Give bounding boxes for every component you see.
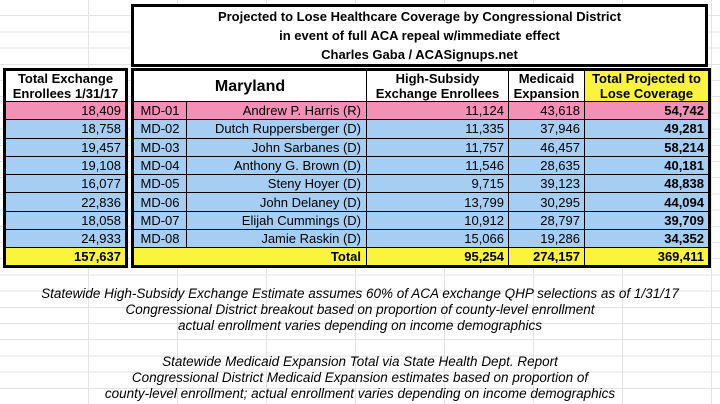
district-cell: MD-07 — [132, 210, 187, 231]
high-subsidy-cell: 15,066 — [366, 229, 509, 249]
total-grand-cell: 369,411 — [584, 247, 710, 267]
total-high-subsidy-cell: 95,254 — [366, 247, 509, 267]
table-total-row: Total 95,254 274,157 369,411 — [132, 247, 710, 267]
footnote-line: Statewide High-Subsidy Exchange Estimate… — [41, 286, 679, 301]
medicaid-cell: 46,457 — [508, 137, 585, 157]
coverage-loss-table: Maryland High-Subsidy Exchange Enrollees… — [131, 68, 711, 268]
medicaid-cell: 39,123 — [508, 174, 585, 194]
total-projected-header: Total Projected to Lose Coverage — [584, 69, 710, 102]
district-cell: MD-04 — [132, 155, 187, 176]
medicaid-footnote: Statewide Medicaid Expansion Total via S… — [0, 354, 720, 401]
title-line-2: in event of full ACA repeal w/immediate … — [279, 28, 560, 43]
representative-cell: Jamie Raskin (D) — [186, 229, 367, 249]
exchange-enrollees-cell: 19,457 — [4, 137, 127, 157]
exchange-footnote: Statewide High-Subsidy Exchange Estimate… — [0, 286, 720, 333]
table-row: 24,933 — [4, 229, 127, 249]
total-cell: 40,181 — [584, 155, 710, 176]
table-row: 19,457 — [4, 137, 127, 157]
district-cell: MD-01 — [132, 100, 187, 121]
high-subsidy-cell: 9,715 — [366, 174, 509, 194]
table-row: 22,836 — [4, 192, 127, 212]
representative-cell: Dutch Ruppersberger (D) — [186, 119, 367, 139]
medicaid-cell: 43,618 — [508, 100, 585, 121]
representative-cell: Steny Hoyer (D) — [186, 174, 367, 194]
total-label-cell: Total — [132, 247, 367, 267]
medicaid-cell: 28,635 — [508, 155, 585, 176]
total-cell: 48,838 — [584, 174, 710, 194]
exchange-enrollees-cell: 24,933 — [4, 229, 127, 249]
table-header-row: Total Exchange Enrollees 1/31/17 — [4, 69, 127, 102]
footnote-line: actual enrollment varies depending on in… — [178, 317, 542, 333]
exchange-enrollees-table: Total Exchange Enrollees 1/31/17 18,409 … — [3, 68, 128, 268]
footnote-line: Congressional District breakout based on… — [125, 301, 595, 317]
district-cell: MD-03 — [132, 137, 187, 157]
exchange-enrollees-cell: 22,836 — [4, 192, 127, 212]
representative-cell: John Delaney (D) — [186, 192, 367, 212]
high-subsidy-cell: 11,124 — [366, 100, 509, 121]
medicaid-cell: 19,286 — [508, 229, 585, 249]
exchange-enrollees-total-cell: 157,637 — [4, 247, 127, 267]
exchange-enrollees-cell: 18,058 — [4, 210, 127, 231]
exchange-enrollees-cell: 19,108 — [4, 155, 127, 176]
total-cell: 58,214 — [584, 137, 710, 157]
title-line-1: Projected to Lose Healthcare Coverage by… — [217, 9, 622, 24]
total-cell: 49,281 — [584, 119, 710, 139]
state-header: Maryland — [132, 69, 367, 102]
table-row: MD-06 John Delaney (D) 13,799 30,295 44,… — [132, 192, 710, 212]
high-subsidy-cell: 11,335 — [366, 119, 509, 139]
title-box: Projected to Lose Healthcare Coverage by… — [131, 4, 708, 67]
exchange-enrollees-cell: 16,077 — [4, 174, 127, 194]
table-total-row: 157,637 — [4, 247, 127, 267]
representative-cell: Elijah Cummings (D) — [186, 210, 367, 231]
table-row: MD-05 Steny Hoyer (D) 9,715 39,123 48,83… — [132, 174, 710, 194]
medicaid-cell: 37,946 — [508, 119, 585, 139]
district-cell: MD-05 — [132, 174, 187, 194]
total-cell: 39,709 — [584, 210, 710, 231]
footnote-line: county-level enrollment; actual enrollme… — [104, 385, 616, 401]
table-row: MD-08 Jamie Raskin (D) 15,066 19,286 34,… — [132, 229, 710, 249]
table-row: MD-07 Elijah Cummings (D) 10,912 28,797 … — [132, 210, 710, 231]
table-row: MD-04 Anthony G. Brown (D) 11,546 28,635… — [132, 155, 710, 176]
medicaid-cell: 28,797 — [508, 210, 585, 231]
high-subsidy-cell: 11,757 — [366, 137, 509, 157]
district-cell: MD-06 — [132, 192, 187, 212]
medicaid-expansion-header: Medicaid Expansion — [508, 69, 585, 102]
district-cell: MD-02 — [132, 119, 187, 139]
exchange-enrollees-header: Total Exchange Enrollees 1/31/17 — [4, 69, 127, 102]
title-line-3: Charles Gaba / ACASignups.net — [321, 47, 518, 62]
exchange-enrollees-cell: 18,758 — [4, 119, 127, 139]
table-row: MD-02 Dutch Ruppersberger (D) 11,335 37,… — [132, 119, 710, 139]
footnote-line: Statewide Medicaid Expansion Total via S… — [162, 354, 558, 369]
table-header-row: Maryland High-Subsidy Exchange Enrollees… — [132, 69, 710, 102]
table-row: MD-01 Andrew P. Harris (R) 11,124 43,618… — [132, 100, 710, 121]
district-cell: MD-08 — [132, 229, 187, 249]
representative-cell: John Sarbanes (D) — [186, 137, 367, 157]
total-medicaid-cell: 274,157 — [508, 247, 585, 267]
medicaid-cell: 30,295 — [508, 192, 585, 212]
footnote-line: Congressional District Medicaid Expansio… — [131, 369, 589, 385]
high-subsidy-cell: 10,912 — [366, 210, 509, 231]
table-row: MD-03 John Sarbanes (D) 11,757 46,457 58… — [132, 137, 710, 157]
table-row: 16,077 — [4, 174, 127, 194]
exchange-enrollees-cell: 18,409 — [4, 100, 127, 121]
table-row: 18,409 — [4, 100, 127, 121]
total-cell: 54,742 — [584, 100, 710, 121]
high-subsidy-cell: 11,546 — [366, 155, 509, 176]
table-row: 18,058 — [4, 210, 127, 231]
table-row: 19,108 — [4, 155, 127, 176]
table-row: 18,758 — [4, 119, 127, 139]
representative-cell: Anthony G. Brown (D) — [186, 155, 367, 176]
high-subsidy-header: High-Subsidy Exchange Enrollees — [366, 69, 509, 102]
representative-cell: Andrew P. Harris (R) — [186, 100, 367, 121]
high-subsidy-cell: 13,799 — [366, 192, 509, 212]
total-cell: 44,094 — [584, 192, 710, 212]
total-cell: 34,352 — [584, 229, 710, 249]
